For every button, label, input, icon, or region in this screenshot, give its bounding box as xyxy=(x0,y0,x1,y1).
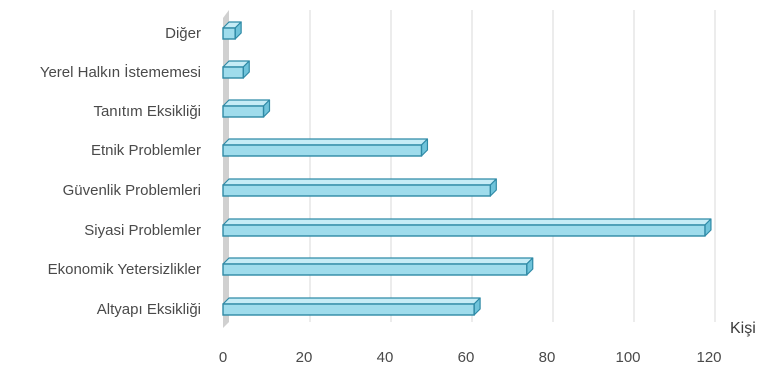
bar xyxy=(222,99,271,118)
x-tick-label: 0 xyxy=(219,349,227,365)
bar xyxy=(222,297,481,316)
bar xyxy=(222,138,429,157)
x-tick-label: 60 xyxy=(458,349,475,365)
bar-front-face xyxy=(222,303,475,316)
category-label: Etnik Problemler xyxy=(91,142,201,159)
bar-front-face xyxy=(222,66,244,79)
bar xyxy=(222,178,497,197)
x-tick-label: 20 xyxy=(296,349,313,365)
bar-front-face xyxy=(222,144,423,157)
bar-front-face xyxy=(222,224,706,237)
x-tick-label: 120 xyxy=(696,349,721,365)
bar-top-face xyxy=(222,99,271,107)
x-axis-title: Kişi xyxy=(730,320,756,337)
bar xyxy=(222,218,712,237)
bar-top-face xyxy=(222,178,497,186)
bar xyxy=(222,60,250,79)
bar xyxy=(222,21,242,40)
category-label: Ekonomik Yetersizlikler xyxy=(48,261,201,278)
x-tick-label: 100 xyxy=(615,349,640,365)
bar-front-face xyxy=(222,263,528,276)
category-label: Altyapı Eksikliği xyxy=(97,301,201,318)
category-label: Tanıtım Eksikliği xyxy=(93,103,201,120)
x-tick-labels: 0 20 40 60 80 100 120 xyxy=(219,349,722,365)
category-label: Siyasi Problemler xyxy=(84,222,201,239)
category-label: Güvenlik Problemleri xyxy=(63,182,201,199)
bar xyxy=(222,257,534,276)
bar-front-face xyxy=(222,184,491,197)
category-labels: Diğer Yerel Halkın İstememesi Tanıtım Eksi… xyxy=(40,25,201,318)
category-label: Yerel Halkın İstememesi xyxy=(40,63,201,81)
x-tick-label: 80 xyxy=(539,349,556,365)
chart-side-wall xyxy=(223,10,229,328)
category-label: Diğer xyxy=(165,25,201,42)
side-wall xyxy=(223,10,229,328)
bar-top-face xyxy=(222,257,534,265)
bar-top-face xyxy=(222,297,481,305)
bars xyxy=(222,21,712,316)
bar-top-face xyxy=(222,138,429,146)
bar-top-face xyxy=(222,218,712,226)
bar-front-face xyxy=(222,105,265,118)
x-tick-label: 40 xyxy=(377,349,394,365)
bar-front-face xyxy=(222,27,236,40)
